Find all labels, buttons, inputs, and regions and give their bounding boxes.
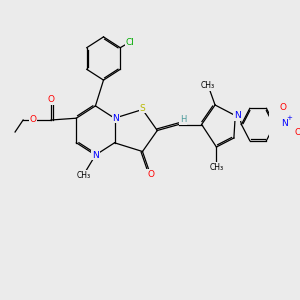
Text: N: N xyxy=(281,118,287,127)
Text: O: O xyxy=(295,128,300,137)
Text: O: O xyxy=(147,170,154,179)
Text: O: O xyxy=(48,95,55,104)
Text: Cl: Cl xyxy=(125,38,134,47)
Text: S: S xyxy=(140,103,146,112)
Text: N: N xyxy=(234,111,241,120)
Text: O: O xyxy=(279,103,286,112)
Text: +: + xyxy=(286,115,292,121)
Text: N: N xyxy=(92,151,99,160)
Text: CH₃: CH₃ xyxy=(77,171,91,180)
Text: H: H xyxy=(180,116,186,124)
Text: N: N xyxy=(112,114,119,123)
Text: CH₃: CH₃ xyxy=(200,81,214,90)
Text: O: O xyxy=(30,116,37,124)
Text: CH₃: CH₃ xyxy=(209,163,224,172)
